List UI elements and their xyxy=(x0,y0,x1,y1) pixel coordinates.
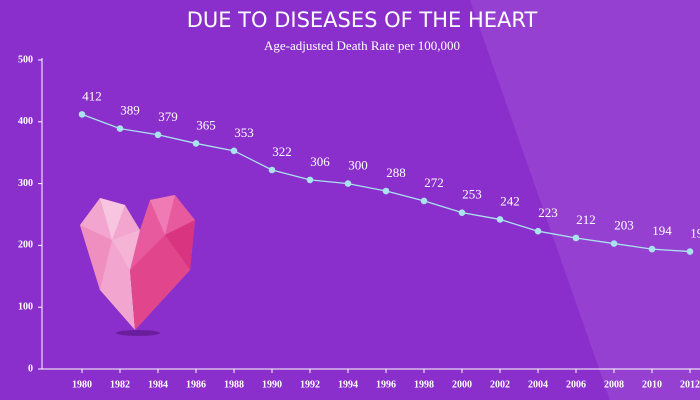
value-label: 194 xyxy=(652,223,672,238)
x-tick-label: 2000 xyxy=(452,379,472,390)
value-label: 365 xyxy=(196,117,216,132)
point xyxy=(496,216,504,223)
x-tick-label: 1982 xyxy=(110,379,130,390)
chart-subtitle: Age-adjusted Death Rate per 100,000 xyxy=(264,38,460,53)
background-shade xyxy=(470,0,700,400)
x-tick-label: 2008 xyxy=(604,379,624,390)
value-label: 203 xyxy=(614,218,634,233)
point xyxy=(344,180,352,187)
y-tick-label: 400 xyxy=(18,116,33,127)
point xyxy=(686,248,694,255)
point xyxy=(458,209,466,216)
value-label: 212 xyxy=(576,212,596,227)
y-tick-label: 0 xyxy=(28,363,33,374)
y-tick-label: 100 xyxy=(18,301,33,312)
value-label: 242 xyxy=(500,193,520,208)
point xyxy=(648,245,656,253)
heart-illustration xyxy=(80,195,195,336)
point xyxy=(78,111,86,118)
value-label: 412 xyxy=(82,88,102,103)
x-tick-label: 1990 xyxy=(262,379,282,390)
value-label: 190 xyxy=(690,226,700,241)
x-tick-label: 2004 xyxy=(528,379,548,390)
value-label: 223 xyxy=(538,205,558,220)
y-tick-label: 500 xyxy=(18,54,33,65)
x-tick-label: 1980 xyxy=(72,379,92,390)
point xyxy=(268,166,276,174)
x-tick-label: 1994 xyxy=(338,379,358,390)
value-label: 306 xyxy=(310,154,330,169)
x-tick-label: 1984 xyxy=(148,379,168,390)
point xyxy=(306,176,314,184)
x-tick-label: 2006 xyxy=(566,379,586,390)
x-tick-label: 1996 xyxy=(376,379,396,390)
value-label: 389 xyxy=(120,103,140,118)
x-tick-label: 1998 xyxy=(414,379,434,390)
value-label: 353 xyxy=(234,125,254,140)
point xyxy=(534,227,542,235)
value-label: 253 xyxy=(462,187,482,202)
point xyxy=(420,197,428,205)
value-label: 300 xyxy=(348,158,368,173)
point xyxy=(572,234,580,242)
value-label: 272 xyxy=(424,175,444,190)
x-tick-label: 2012 xyxy=(680,379,700,390)
value-label: 288 xyxy=(386,165,406,180)
x-tick-label: 2010 xyxy=(642,379,662,390)
x-tick-label: 2002 xyxy=(490,379,510,390)
value-label: 322 xyxy=(272,144,292,159)
y-tick-label: 200 xyxy=(18,240,33,251)
point xyxy=(154,131,162,139)
x-tick-label: 1988 xyxy=(224,379,244,390)
point xyxy=(610,240,618,247)
point xyxy=(116,125,124,132)
y-tick-label: 300 xyxy=(18,178,33,189)
point xyxy=(382,187,390,195)
chart-title: DUE TO DISEASES OF THE HEART xyxy=(187,8,538,32)
x-tick-label: 1992 xyxy=(300,379,320,390)
x-tick-label: 1986 xyxy=(186,379,206,390)
point xyxy=(230,147,238,155)
point xyxy=(192,140,200,147)
value-label: 379 xyxy=(158,109,178,124)
